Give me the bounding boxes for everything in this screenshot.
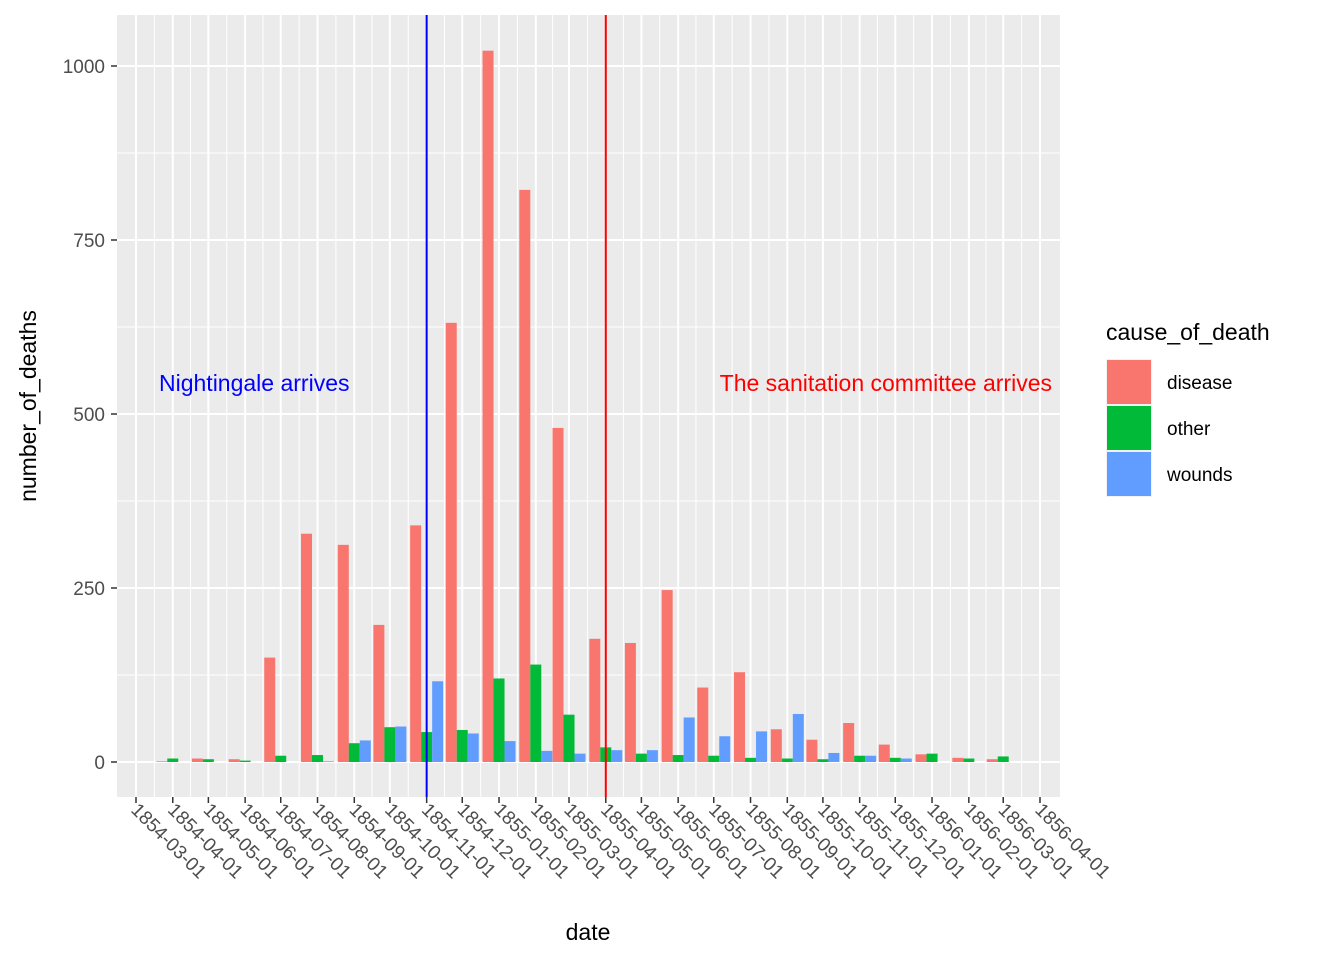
bar-wounds [719,736,731,762]
grid-major [117,15,1060,797]
legend-swatch-wounds [1107,452,1151,496]
bar-wounds [646,750,658,762]
bar-disease [915,754,927,762]
bar-disease [624,642,636,762]
y-tick-label: 250 [73,579,105,600]
bar-disease [770,729,782,762]
bar-disease [697,687,709,762]
y-tick-label: 0 [94,753,105,774]
bar-wounds [792,713,804,762]
bar-wounds [323,761,335,762]
legend-title: cause_of_death [1106,319,1270,345]
bar-disease [519,189,531,762]
annotation-lines: Nightingale arrives The sanitation commit… [159,15,1052,797]
legend-swatch-other [1107,406,1151,450]
bar-wounds [504,741,516,762]
plot-panel [117,15,1060,797]
bar-disease [734,672,746,762]
bar-disease [878,744,890,762]
bar-other [563,714,575,762]
bar-disease [589,638,601,762]
legend: cause_of_death disease other wounds [1106,319,1270,497]
bar-disease [952,757,964,762]
bar-other [781,758,793,762]
bar-disease [445,322,457,762]
bar-wounds [467,733,479,762]
y-tick-label: 750 [73,231,105,252]
bar-other [708,755,720,762]
bar-disease [552,427,564,762]
bar-other [963,758,975,762]
bar-disease [843,723,855,762]
bar-other [348,743,360,762]
y-axis-title: number_of_deaths [15,310,41,502]
bar-wounds [611,750,623,762]
x-axis: 1854-03-011854-04-011854-05-011854-06-01… [126,797,1114,883]
bar-wounds [541,750,553,762]
bar-other [889,757,901,762]
bar-disease [482,50,494,763]
annotation-label: Nightingale arrives [159,370,349,396]
y-tick-label: 500 [73,405,105,426]
y-tick-label: 1000 [63,57,105,78]
bar-disease [301,533,313,762]
bar-other [202,759,214,762]
bar-disease [337,544,349,762]
bar-other [854,755,866,762]
bar-disease [661,590,673,762]
legend-label: other [1167,419,1211,440]
legend-label: wounds [1166,465,1233,486]
bar-disease [156,761,168,762]
bar-other [672,755,684,762]
legend-swatch-disease [1107,360,1151,404]
grid-minor [117,15,1060,797]
bars [156,50,1009,763]
bar-wounds [900,758,912,762]
bar-wounds [359,740,371,762]
bar-disease [986,759,998,762]
bar-wounds [756,731,768,762]
legend-label: disease [1167,373,1233,394]
bar-disease [264,657,276,762]
x-axis-title: date [566,919,611,945]
bar-other [384,727,396,762]
bar-other [493,678,505,762]
bar-other [275,755,287,762]
bar-other [997,756,1009,762]
bar-other [817,759,829,762]
bar-other [312,755,324,762]
annotation-label: The sanitation committee arrives [720,370,1052,396]
bar-disease [410,525,422,762]
bar-disease [228,759,240,762]
bar-other [745,757,757,762]
bar-disease [373,624,385,762]
bar-wounds [828,752,840,762]
bar-disease [806,739,818,762]
bar-other [167,758,179,762]
bar-disease [191,758,203,762]
bar-other [926,753,938,762]
bar-wounds [432,681,444,762]
bar-other [456,729,468,762]
bar-other [530,664,542,762]
bar-other [239,760,251,762]
bar-wounds [395,726,407,762]
y-axis: 0 250 500 750 1000 [63,57,117,774]
bar-other [635,753,647,762]
bar-wounds [683,717,695,762]
bar-wounds [865,755,877,762]
bar-wounds [574,753,586,762]
